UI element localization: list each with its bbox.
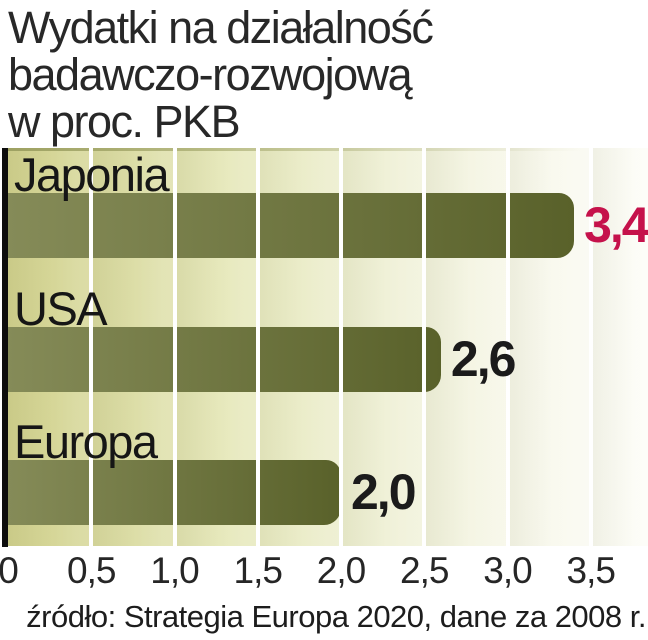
gridline [422,148,427,546]
x-tick-label: 0,5 [67,550,116,591]
value-label: 2,0 [351,464,417,520]
gridline [588,148,593,546]
gridline [339,148,343,546]
x-tick-label: 2,5 [400,550,449,591]
x-tick-label: 0 [0,550,19,591]
chart-plot-area: Japonia 3,4 USA 2,6 Europa 2,0 [0,148,648,547]
gridline [255,148,260,546]
gridline [505,148,510,546]
x-tick-label: 2,0 [316,550,366,591]
x-axis-labels: 0 0,5 1,0 1,5 2,0 2,5 3,0 3,5 [0,550,648,592]
axis-baseline [2,148,8,547]
x-tick-label: 3,5 [566,550,616,591]
gridline [172,148,177,546]
bar [8,193,575,258]
value-label: 2,6 [450,330,517,387]
x-tick-label: 3,0 [483,550,532,591]
category-label: Japonia [14,148,170,201]
category-label: Europa [14,415,158,468]
x-tick-label: 1,0 [150,550,199,591]
x-tick-label: 1,5 [233,550,283,591]
bar [8,326,441,392]
plot-top-edge [8,148,648,151]
gridline [89,148,94,546]
chart-title: Wydatki na działalność badawczo-rozwojow… [8,2,434,147]
source-caption: źródło: Strategia Europa 2020, dane za 2… [26,599,646,634]
category-label: USA [14,281,108,335]
value-label: 3,4 [584,197,648,253]
